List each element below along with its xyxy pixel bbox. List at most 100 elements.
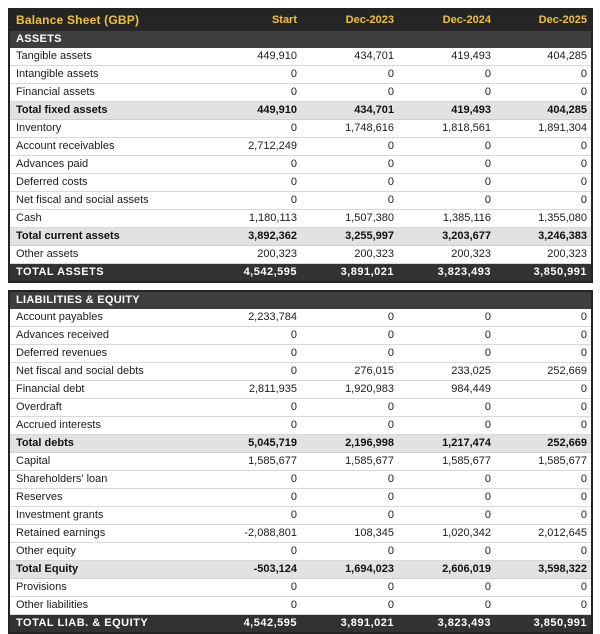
table-row: Intangible assets 0 0 0 0: [9, 65, 592, 84]
row-label: Other equity: [9, 542, 231, 561]
table-row: Total fixed assets 449,910 434,701 419,493 4…: [9, 101, 592, 120]
column-header-dec-2025: Dec-2025: [495, 9, 592, 31]
row-value: 233,025: [398, 362, 495, 381]
row-value: 0: [301, 596, 398, 615]
table-row: Reserves 0 0 0 0: [9, 488, 593, 507]
row-value: 0: [398, 596, 495, 615]
row-label: Deferred costs: [9, 173, 231, 192]
table-row: Capital 1,585,677 1,585,677 1,585,677 1,585,…: [9, 452, 593, 471]
row-value: 3,203,677: [398, 227, 495, 246]
row-value: 0: [398, 344, 495, 363]
row-value: 0: [398, 191, 495, 210]
row-value: 0: [495, 470, 593, 489]
section-header-label: ASSETS: [9, 31, 592, 48]
row-value: 3,850,991: [495, 263, 592, 282]
row-value: 1,585,677: [398, 452, 495, 471]
row-value: 0: [495, 83, 592, 102]
column-header-start: Start: [231, 9, 301, 31]
row-value: 5,045,719: [231, 434, 301, 453]
row-label: Shareholders' loan: [9, 470, 231, 489]
row-value: 3,598,322: [495, 560, 593, 579]
row-value: 0: [495, 578, 593, 597]
table-row: Net fiscal and social assets 0 0 0 0: [9, 191, 592, 210]
assets-table-body: ASSETS Tangible assets 449,910 434,701 419,4…: [9, 31, 592, 282]
table-row: Shareholders' loan 0 0 0 0: [9, 470, 593, 489]
row-value: 434,701: [301, 48, 398, 66]
row-value: 0: [398, 416, 495, 435]
table-row: Financial assets 0 0 0 0: [9, 83, 592, 102]
row-value: 0: [495, 542, 593, 561]
row-value: 1,385,116: [398, 209, 495, 228]
row-value: 0: [301, 65, 398, 84]
row-value: 0: [398, 137, 495, 156]
row-value: 0: [231, 173, 301, 192]
row-label: Investment grants: [9, 506, 231, 525]
row-value: 0: [398, 578, 495, 597]
row-value: 0: [231, 119, 301, 138]
row-value: 0: [495, 309, 593, 327]
assets-table: Balance Sheet (GBP) Start Dec-2023 Dec-2…: [8, 8, 593, 283]
row-label: Intangible assets: [9, 65, 231, 84]
row-value: 1,180,113: [231, 209, 301, 228]
row-value: 3,823,493: [398, 263, 495, 282]
table-row: Total current assets 3,892,362 3,255,997 3,…: [9, 227, 592, 246]
row-label: Provisions: [9, 578, 231, 597]
row-value: 2,012,645: [495, 524, 593, 543]
row-value: 0: [398, 470, 495, 489]
table-row: Deferred costs 0 0 0 0: [9, 173, 592, 192]
table-row: Tangible assets 449,910 434,701 419,493 404,…: [9, 48, 592, 66]
liabilities-equity-table-body: LIABILITIES & EQUITY Account payables 2,23…: [9, 291, 593, 633]
row-label: Overdraft: [9, 398, 231, 417]
row-value: 0: [495, 596, 593, 615]
row-label: TOTAL LIAB. & EQUITY: [9, 614, 231, 633]
row-value: 0: [231, 326, 301, 345]
row-value: 0: [231, 65, 301, 84]
row-label: TOTAL ASSETS: [9, 263, 231, 282]
row-value: 0: [301, 506, 398, 525]
table-row: Advances received 0 0 0 0: [9, 326, 593, 345]
row-label: Retained earnings: [9, 524, 231, 543]
row-value: 404,285: [495, 48, 592, 66]
row-value: 276,015: [301, 362, 398, 381]
row-value: -2,088,801: [231, 524, 301, 543]
row-value: 0: [301, 470, 398, 489]
row-value: 200,323: [495, 245, 592, 264]
row-value: 108,345: [301, 524, 398, 543]
row-value: 0: [398, 488, 495, 507]
liabilities-equity-table: LIABILITIES & EQUITY Account payables 2,23…: [8, 290, 594, 634]
row-value: 2,196,998: [301, 434, 398, 453]
row-value: 1,818,561: [398, 119, 495, 138]
table-row: Investment grants 0 0 0 0: [9, 506, 593, 525]
section-header-row: ASSETS: [9, 31, 592, 48]
table-row: Advances paid 0 0 0 0: [9, 155, 592, 174]
row-label: Inventory: [9, 119, 231, 138]
row-value: 2,811,935: [231, 380, 301, 399]
row-value: 0: [398, 65, 495, 84]
row-value: 0: [231, 488, 301, 507]
row-value: 1,020,342: [398, 524, 495, 543]
row-value: 419,493: [398, 48, 495, 66]
total-row: TOTAL ASSETS 4,542,595 3,891,021 3,823,493 3…: [9, 263, 592, 282]
row-value: 0: [301, 309, 398, 327]
table-row: Total debts 5,045,719 2,196,998 1,217,474 25…: [9, 434, 593, 453]
row-value: 200,323: [231, 245, 301, 264]
table-row: Total Equity -503,124 1,694,023 2,606,019 3,…: [9, 560, 593, 579]
table-row: Other liabilities 0 0 0 0: [9, 596, 593, 615]
row-value: 0: [301, 155, 398, 174]
row-value: 252,669: [495, 434, 593, 453]
row-value: 1,507,380: [301, 209, 398, 228]
row-label: Total fixed assets: [9, 101, 231, 120]
row-value: 1,920,983: [301, 380, 398, 399]
row-value: 2,606,019: [398, 560, 495, 579]
report-title: Balance Sheet (GBP): [9, 9, 231, 31]
row-value: 984,449: [398, 380, 495, 399]
row-label: Financial debt: [9, 380, 231, 399]
row-value: 4,542,595: [231, 614, 301, 633]
row-label: Account payables: [9, 309, 231, 327]
table-header-row: Balance Sheet (GBP) Start Dec-2023 Dec-2…: [9, 9, 592, 31]
row-value: 0: [231, 596, 301, 615]
row-value: 3,891,021: [301, 263, 398, 282]
row-value: 0: [231, 416, 301, 435]
row-label: Reserves: [9, 488, 231, 507]
row-value: 0: [301, 173, 398, 192]
